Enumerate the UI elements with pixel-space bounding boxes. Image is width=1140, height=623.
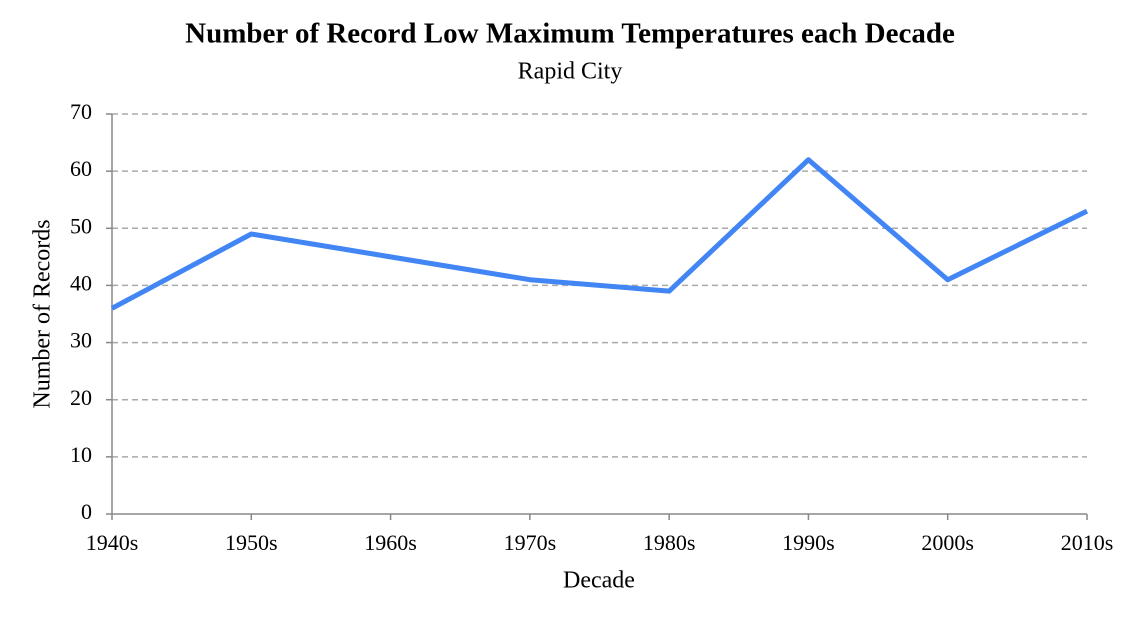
chart-title: Number of Record Low Maximum Temperature… — [185, 18, 955, 50]
data-line — [110, 157, 1089, 311]
x-tick-label: 1970s — [504, 530, 557, 555]
y-tick-label: 60 — [70, 156, 92, 181]
y-tick-label: 50 — [70, 213, 92, 238]
x-tick-label: 1980s — [643, 530, 696, 555]
x-tick-label: 2010s — [1061, 530, 1114, 555]
y-tick-label: 40 — [70, 270, 92, 295]
y-axis-label: Number of Records — [30, 219, 56, 408]
x-axis-label: Decade — [563, 568, 635, 594]
x-tick-label: 1990s — [782, 530, 835, 555]
x-tick-label: 1960s — [364, 530, 417, 555]
y-tick-label: 70 — [70, 99, 92, 124]
y-tick-label: 0 — [81, 499, 92, 524]
x-tick-label: 1940s — [86, 530, 139, 555]
y-tick-label: 10 — [70, 442, 92, 467]
y-tick-label: 20 — [70, 385, 92, 410]
x-tick-label: 2000s — [921, 530, 974, 555]
y-tick-label: 30 — [70, 328, 92, 353]
chart-subtitle: Rapid City — [518, 59, 623, 85]
x-tick-label: 1950s — [225, 530, 278, 555]
